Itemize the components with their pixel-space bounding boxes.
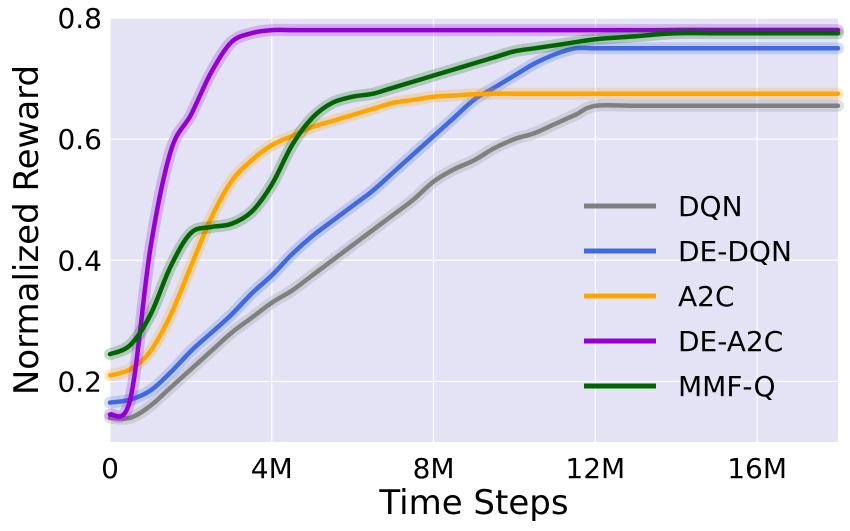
series-line-de-dqn xyxy=(107,45,841,405)
series-layer xyxy=(104,23,844,425)
y-tick-label: 0.6 xyxy=(57,123,102,156)
legend-label-de-dqn: DE-DQN xyxy=(678,235,792,268)
series-line-dqn xyxy=(107,102,841,421)
grid-lines xyxy=(109,17,838,442)
y-axis-title: Normalized Reward xyxy=(7,65,47,395)
x-tick-label: 16M xyxy=(727,452,787,485)
series-line-mmf-q xyxy=(107,30,841,357)
legend-label-de-a2c: DE-A2C xyxy=(678,325,783,358)
legend-label-a2c: A2C xyxy=(678,280,735,313)
x-axis-title: Time Steps xyxy=(378,483,568,523)
plot-area xyxy=(110,18,838,442)
legend-label-mmf-q: MMF-Q xyxy=(678,370,776,403)
x-tick-label: 4M xyxy=(251,452,293,485)
x-tick-label: 8M xyxy=(413,452,455,485)
legend-label-dqn: DQN xyxy=(678,190,743,223)
x-tick-label: 0 xyxy=(101,452,119,485)
x-tick-label: 12M xyxy=(565,452,625,485)
legend: DQN DE-DQN A2C DE-A2C MMF-Q xyxy=(584,190,792,403)
y-tick-label: 0.2 xyxy=(57,365,102,398)
x-axis: 0 4M 8M 12M 16M xyxy=(101,452,787,485)
series-line-a2c xyxy=(107,91,841,378)
series-line-de-a2c xyxy=(107,27,841,419)
y-tick-label: 0.4 xyxy=(57,244,102,277)
y-tick-label: 0.8 xyxy=(57,2,102,35)
y-axis: 0.2 0.4 0.6 0.8 xyxy=(57,2,102,398)
